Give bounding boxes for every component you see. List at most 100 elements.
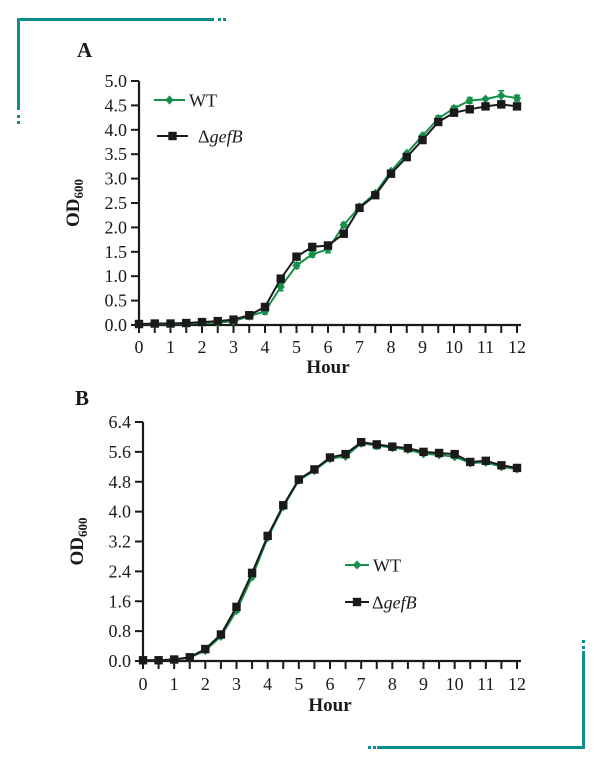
data-point-marker [388, 442, 397, 451]
top-left-bracket-horizontal-line [17, 18, 214, 21]
data-point-marker [434, 448, 444, 458]
data-point-marker [229, 315, 238, 324]
bottom-right-bracket-dot [582, 640, 585, 643]
data-point-marker [466, 457, 475, 467]
y-axis-tick-label: 0.0 [105, 315, 128, 335]
data-point-marker [402, 152, 411, 162]
y-axis-tick-label: 2.0 [105, 217, 128, 237]
x-axis-tick-label: 8 [388, 674, 397, 694]
top-left-bracket-dot [17, 121, 20, 124]
data-point-marker [294, 475, 304, 484]
y-axis-tick-label: 2.5 [105, 193, 128, 213]
legend-marker [168, 131, 177, 141]
data-point-marker [263, 531, 272, 541]
data-point-marker [245, 311, 254, 320]
data-point-marker [150, 319, 159, 328]
data-point-marker [512, 93, 522, 103]
y-axis-title: OD600 [63, 179, 86, 227]
x-axis-tick-label: 2 [198, 337, 207, 357]
data-point-marker [497, 100, 506, 109]
data-point-marker [481, 102, 490, 111]
legend-item: WT [154, 91, 217, 111]
data-point-marker [276, 282, 285, 292]
series-line [143, 442, 518, 662]
data-point-marker [356, 437, 366, 447]
x-axis-tick-label: 9 [419, 674, 428, 694]
data-point-marker [481, 456, 491, 466]
y-axis-tick-label: 0.5 [105, 291, 128, 311]
x-axis-tick-label: 4 [263, 674, 272, 694]
data-point-marker [512, 102, 522, 111]
data-point-marker [497, 91, 506, 101]
x-axis-tick-label: 5 [294, 674, 303, 694]
data-point-marker [138, 656, 148, 665]
y-axis-title: OD600 [67, 518, 90, 566]
y-axis-tick-label: 4.0 [109, 502, 132, 522]
data-point-marker [323, 241, 333, 250]
data-point-marker [512, 463, 522, 473]
data-point-marker [232, 602, 241, 612]
data-point-marker [134, 319, 144, 329]
legend-label: WT [189, 91, 217, 111]
x-axis-tick-label: 5 [292, 337, 301, 357]
data-point-marker [308, 242, 317, 252]
data-point-marker [310, 465, 319, 474]
legend-label: WT [373, 556, 401, 576]
x-axis-tick-label: 6 [324, 337, 333, 357]
x-axis-tick-label: 1 [166, 337, 175, 357]
bottom-right-bracket-dot [368, 746, 371, 749]
bottom-right-bracket-dot [582, 646, 585, 649]
top-left-bracket-dot [17, 115, 20, 118]
data-point-marker [449, 108, 459, 117]
y-axis-tick-label: 1.6 [109, 591, 132, 611]
data-point-marker [418, 135, 427, 145]
legend-marker [165, 95, 174, 105]
data-point-marker [372, 440, 381, 449]
data-point-marker [434, 117, 443, 127]
y-axis-tick-label: 0.0 [109, 651, 132, 671]
x-axis-tick-label: 0 [135, 337, 144, 357]
x-axis-tick-label: 7 [357, 674, 366, 694]
data-point-marker [325, 453, 335, 462]
x-axis-tick-label: 11 [477, 337, 494, 357]
data-point-marker [403, 443, 413, 453]
y-axis-tick-label: 1.5 [105, 242, 128, 262]
y-axis-tick-label: 1.0 [105, 266, 128, 286]
x-axis-tick-label: 6 [326, 674, 335, 694]
data-point-marker [450, 449, 459, 459]
panel-b-label: B [75, 386, 90, 410]
y-axis-tick-label: 4.8 [109, 472, 132, 492]
data-point-marker [166, 319, 175, 328]
top-left-bracket-vertical-line [17, 18, 20, 110]
data-point-marker [247, 568, 257, 578]
x-axis-tick-label: 12 [508, 337, 526, 357]
series-delta-gefb [138, 437, 522, 665]
legend-item: ΔgefB [345, 593, 417, 613]
data-point-marker [213, 316, 222, 326]
data-point-marker [276, 274, 285, 283]
y-axis-tick-label: 3.0 [105, 169, 128, 189]
x-axis-tick-label: 9 [418, 337, 427, 357]
data-point-marker [465, 95, 474, 106]
top-left-bracket-dot [223, 18, 226, 21]
data-point-marker [185, 653, 194, 662]
data-point-marker [419, 447, 428, 457]
top-left-bracket-dot [218, 18, 221, 21]
legend-label: ΔgefB [198, 127, 243, 147]
data-point-marker [279, 501, 288, 510]
legend-marker [352, 597, 362, 607]
x-axis-title: Hour [308, 695, 352, 716]
x-axis-tick-label: 2 [201, 674, 210, 694]
x-axis-tick-label: 11 [477, 674, 494, 694]
panel-a-label: A [77, 38, 93, 62]
data-point-marker [371, 190, 380, 200]
x-axis-tick-label: 4 [261, 337, 270, 357]
bottom-right-bracket-horizontal-line [377, 746, 585, 749]
y-axis-tick-label: 3.5 [105, 144, 128, 164]
legend-item: ΔgefB [157, 127, 243, 147]
x-axis-tick-label: 10 [446, 674, 464, 694]
y-axis-tick-label: 3.2 [109, 532, 132, 552]
